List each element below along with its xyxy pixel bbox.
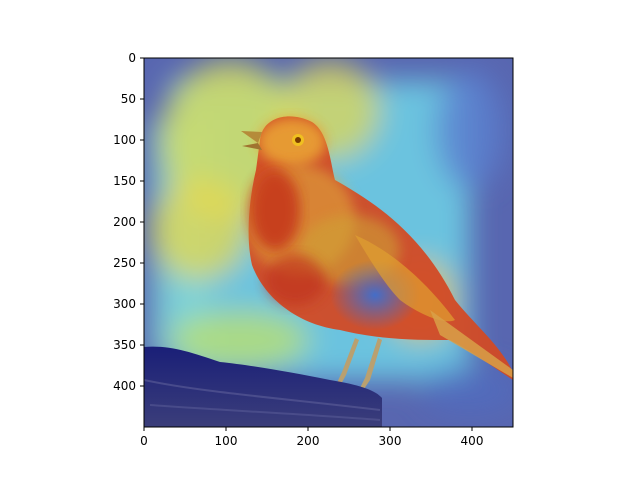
- y-tick-label: 250: [113, 256, 136, 270]
- y-tick-label: 50: [121, 92, 136, 106]
- y-tick-label: 350: [113, 338, 136, 352]
- x-tick-label: 200: [297, 434, 320, 448]
- image-area: [144, 58, 513, 427]
- stump: [144, 346, 382, 427]
- leg-left: [336, 338, 359, 386]
- x-tick-label: 0: [140, 434, 148, 448]
- axes-frame: [143, 57, 514, 428]
- x-axis: 0 100 200 300 400: [140, 427, 483, 448]
- y-tick-label: 100: [113, 133, 136, 147]
- y-tick-label: 200: [113, 215, 136, 229]
- y-tick-label: 150: [113, 174, 136, 188]
- x-tick-label: 400: [461, 434, 484, 448]
- beak: [241, 131, 262, 143]
- y-tick-label: 400: [113, 379, 136, 393]
- leg-right: [358, 338, 382, 392]
- y-axis: 0 50 100 150 200 250 300 350 400: [113, 51, 144, 393]
- y-tick-label: 0: [128, 51, 136, 65]
- bird: [241, 116, 513, 392]
- x-tick-label: 300: [379, 434, 402, 448]
- x-tick-label: 100: [215, 434, 238, 448]
- y-tick-label: 300: [113, 297, 136, 311]
